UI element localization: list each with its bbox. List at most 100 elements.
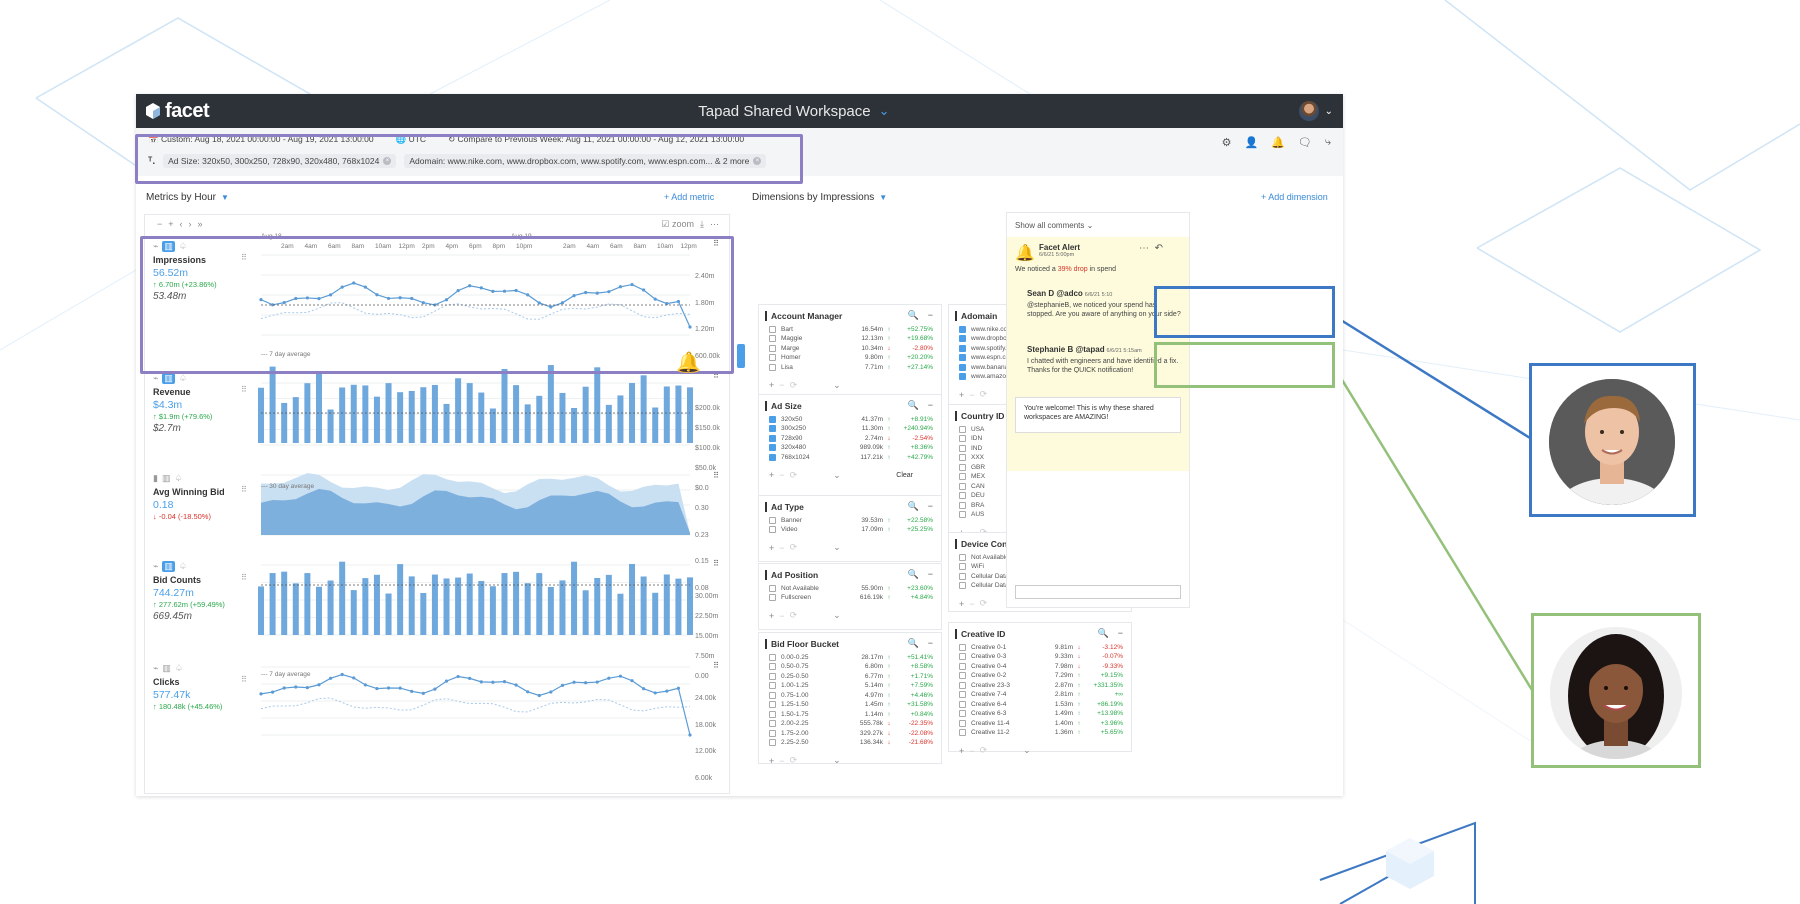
row-checkbox[interactable]	[959, 710, 966, 717]
row-checkbox[interactable]	[769, 584, 776, 592]
drag-handle-icon[interactable]: ⠿	[713, 471, 719, 480]
search-icon[interactable]: 🔍	[907, 501, 919, 511]
collapse-icon[interactable]: −	[927, 310, 933, 320]
row-checkbox[interactable]	[959, 572, 966, 580]
timezone-selector[interactable]: 🌐 UTC	[395, 134, 427, 144]
dimension-row[interactable]: 320x50 41.37m ↑ +8.91%	[769, 414, 933, 424]
card-title[interactable]: Ad Size	[765, 401, 802, 411]
dimension-row[interactable]: Creative 0-1 9.81m ↓ -3.12%	[959, 642, 1123, 652]
row-checkbox[interactable]	[959, 463, 966, 471]
card-title[interactable]: Account Manager	[765, 311, 842, 321]
share-icon[interactable]: ⤷	[1324, 136, 1331, 148]
row-checkbox[interactable]	[959, 454, 966, 461]
drag-handle-icon[interactable]: ⠿	[241, 253, 247, 262]
row-checkbox[interactable]	[959, 501, 966, 509]
dimension-row[interactable]: 2.00-2.25 555.78k ↓ -22.35%	[769, 719, 933, 729]
line-chart-icon[interactable]: ⌁	[153, 663, 159, 673]
card-title[interactable]: Ad Type	[765, 502, 804, 512]
search-icon[interactable]: 🔍	[907, 569, 919, 579]
add-icon[interactable]: +	[959, 598, 965, 609]
close-icon[interactable]: ×	[383, 157, 392, 165]
settings-icon[interactable]: ⚙	[1221, 137, 1232, 149]
filter-chip-ad-size[interactable]: Ad Size: 320x50, 300x250, 728x90, 320x48…	[163, 154, 397, 168]
bell-icon[interactable]: ♤	[178, 561, 188, 571]
row-checkbox[interactable]	[769, 444, 776, 451]
row-checkbox[interactable]	[959, 700, 966, 708]
dimension-row[interactable]: 320x480 989.09k ↑ +8.36%	[769, 443, 933, 453]
dimension-row[interactable]: 1.00-1.25 5.14m ↑ +7.59%	[769, 681, 933, 691]
row-checkbox[interactable]	[769, 653, 776, 661]
row-checkbox[interactable]	[959, 325, 966, 333]
chevron-down-icon[interactable]: ⌄	[833, 755, 841, 765]
search-icon[interactable]: 🔍	[907, 400, 919, 410]
row-checkbox[interactable]	[959, 553, 966, 561]
row-checkbox[interactable]	[959, 444, 966, 452]
card-title[interactable]: Creative ID	[955, 629, 1005, 639]
metric-summary-bid-counts[interactable]: Bid Counts 744.27m ↑ 277.62m (+59.49%) 6…	[153, 575, 225, 622]
bell-icon[interactable]: 🔔	[1271, 137, 1285, 149]
add-metric-link[interactable]: + Add metric	[664, 192, 715, 202]
dimension-row[interactable]: Banner 39.53m ↑ +22.58%	[769, 515, 933, 525]
skip-end-icon[interactable]: »	[197, 219, 203, 229]
row-checkbox[interactable]	[959, 643, 966, 651]
metric-summary-impressions[interactable]: Impressions 56.52m ↑ 6.70m (+23.86%) 53.…	[153, 255, 217, 302]
metrics-header[interactable]: Metrics by Hour ▼	[146, 192, 229, 203]
add-icon[interactable]: +	[769, 755, 775, 766]
dimension-row[interactable]: Creative 6-4 1.53m ↑ +86.19%	[959, 699, 1123, 709]
reply-icon[interactable]: ↶	[1154, 243, 1163, 254]
drag-handle-icon[interactable]: ⠿	[713, 559, 719, 568]
search-icon[interactable]: 🔍	[1097, 628, 1109, 638]
dimension-row[interactable]: 2.25-2.50 136.34k ↓ -21.68%	[769, 738, 933, 748]
download-icon[interactable]: ⤓	[700, 219, 704, 229]
dimension-row[interactable]: Creative 6-3 1.49m ↑ +13.98%	[959, 709, 1123, 719]
chevron-down-icon[interactable]: ⌄	[833, 610, 841, 620]
drag-handle-icon[interactable]: ⠿	[241, 675, 247, 684]
row-checkbox[interactable]	[769, 729, 776, 737]
dimension-row[interactable]: Lisa 7.71m ↑ +27.14%	[769, 362, 933, 372]
row-checkbox[interactable]	[769, 526, 776, 533]
dimension-row[interactable]: 0.00-0.25 28.17m ↑ +51.41%	[769, 652, 933, 662]
dimension-row[interactable]: 1.75-2.00 329.27k ↓ -22.08%	[769, 728, 933, 738]
comment-icon[interactable]: 🗨	[1297, 137, 1312, 149]
zoom-out-icon[interactable]: −	[157, 219, 163, 229]
compare-selector[interactable]: ↻ Compare to Previous Week: Aug 11, 2021…	[448, 134, 745, 144]
row-checkbox[interactable]	[959, 492, 966, 499]
row-checkbox[interactable]	[959, 582, 966, 589]
bell-icon[interactable]: ♤	[178, 241, 188, 251]
chevron-down-icon[interactable]: ⌄	[1023, 745, 1031, 755]
row-checkbox[interactable]	[959, 691, 966, 698]
dimension-row[interactable]: Bart 16.54m ↑ +52.75%	[769, 324, 933, 334]
add-icon[interactable]: +	[959, 389, 965, 400]
bar-chart-icon[interactable]: ▥	[162, 373, 175, 384]
drag-handle-icon[interactable]: ⠿	[241, 573, 247, 582]
bar-chart-icon[interactable]: ▥	[162, 561, 175, 572]
bell-icon[interactable]: ♤	[174, 473, 183, 483]
row-checkbox[interactable]	[769, 415, 776, 423]
more-icon[interactable]: ⋯	[710, 219, 719, 229]
row-checkbox[interactable]	[769, 434, 776, 442]
metric-summary-clicks[interactable]: Clicks 577.47k ↑ 180.48k (+45.46%)	[153, 677, 222, 713]
zoom-in-icon[interactable]: +	[168, 219, 174, 229]
show-all-comments[interactable]: Show all comments ⌄	[1015, 221, 1094, 230]
dimension-row[interactable]: 0.75-1.00 4.97m ↑ +4.46%	[769, 690, 933, 700]
bar-chart-icon[interactable]: ▥	[162, 663, 171, 673]
row-checkbox[interactable]	[959, 653, 966, 660]
row-checkbox[interactable]	[769, 354, 776, 361]
drag-handle-icon[interactable]: ⠿	[713, 371, 719, 380]
add-user-icon[interactable]: 👤	[1244, 137, 1259, 149]
dimensions-header[interactable]: Dimensions by Impressions ▼	[752, 192, 887, 203]
chevron-down-icon[interactable]: ⌄	[833, 379, 841, 390]
chevron-right-icon[interactable]: ›	[188, 219, 192, 229]
row-checkbox[interactable]	[769, 594, 776, 601]
drag-handle-icon[interactable]: ⠿	[241, 485, 247, 494]
row-checkbox[interactable]	[959, 473, 966, 480]
collapse-icon[interactable]: −	[1117, 628, 1123, 638]
bar-chart-icon[interactable]: ▥	[161, 473, 171, 483]
row-checkbox[interactable]	[959, 373, 966, 380]
row-checkbox[interactable]	[769, 425, 776, 432]
row-checkbox[interactable]	[959, 511, 966, 518]
collapse-icon[interactable]: −	[927, 569, 933, 579]
line-chart-icon[interactable]: ▮	[153, 473, 158, 483]
chevron-down-icon[interactable]: ⌄	[833, 542, 841, 552]
row-checkbox[interactable]	[769, 720, 776, 727]
